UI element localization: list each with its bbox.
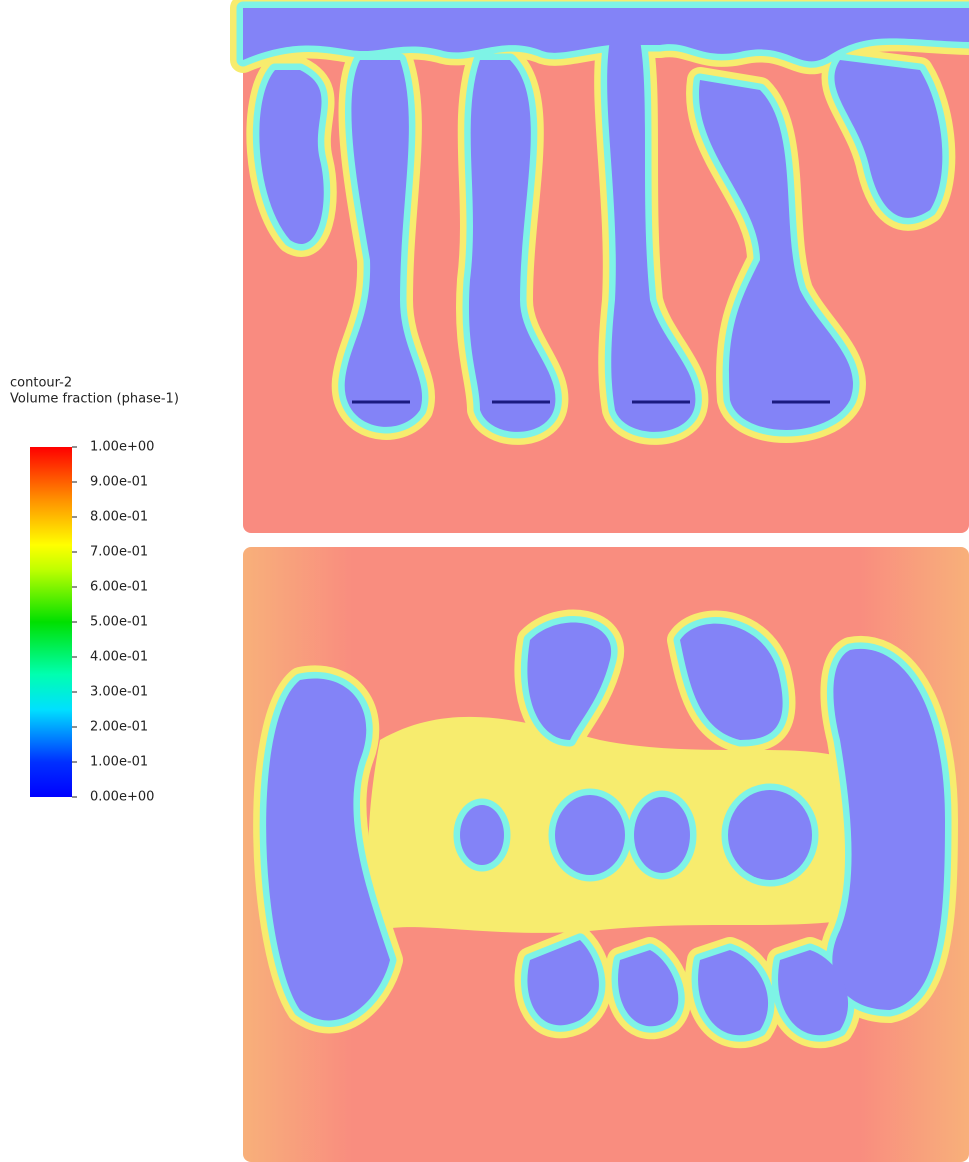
legend-subtitle: Volume fraction (phase-1)	[10, 392, 179, 407]
tick-label: 8.00e-01	[90, 510, 148, 525]
contour-top	[243, 8, 969, 533]
contour-bottom	[243, 547, 969, 1162]
tick-label: 2.00e-01	[90, 720, 148, 735]
tick-label: 3.00e-01	[90, 685, 148, 700]
tick-label: 4.00e-01	[90, 650, 148, 665]
tick-label: 9.00e-01	[90, 475, 148, 490]
screen: contour-2 Volume fraction (phase-1) (() …	[0, 0, 969, 1162]
tick-label: 6.00e-01	[90, 580, 148, 595]
tick-label: 1.00e-01	[90, 755, 148, 770]
tick-label: 7.00e-01	[90, 545, 148, 560]
tick-label: 1.00e+00	[90, 440, 154, 455]
tick-label: 0.00e+00	[90, 790, 154, 805]
legend-title: contour-2	[10, 376, 72, 391]
colorbar	[30, 447, 72, 797]
tick-label: 5.00e-01	[90, 615, 148, 630]
page: contour-2 Volume fraction (phase-1) (() …	[0, 0, 969, 1162]
